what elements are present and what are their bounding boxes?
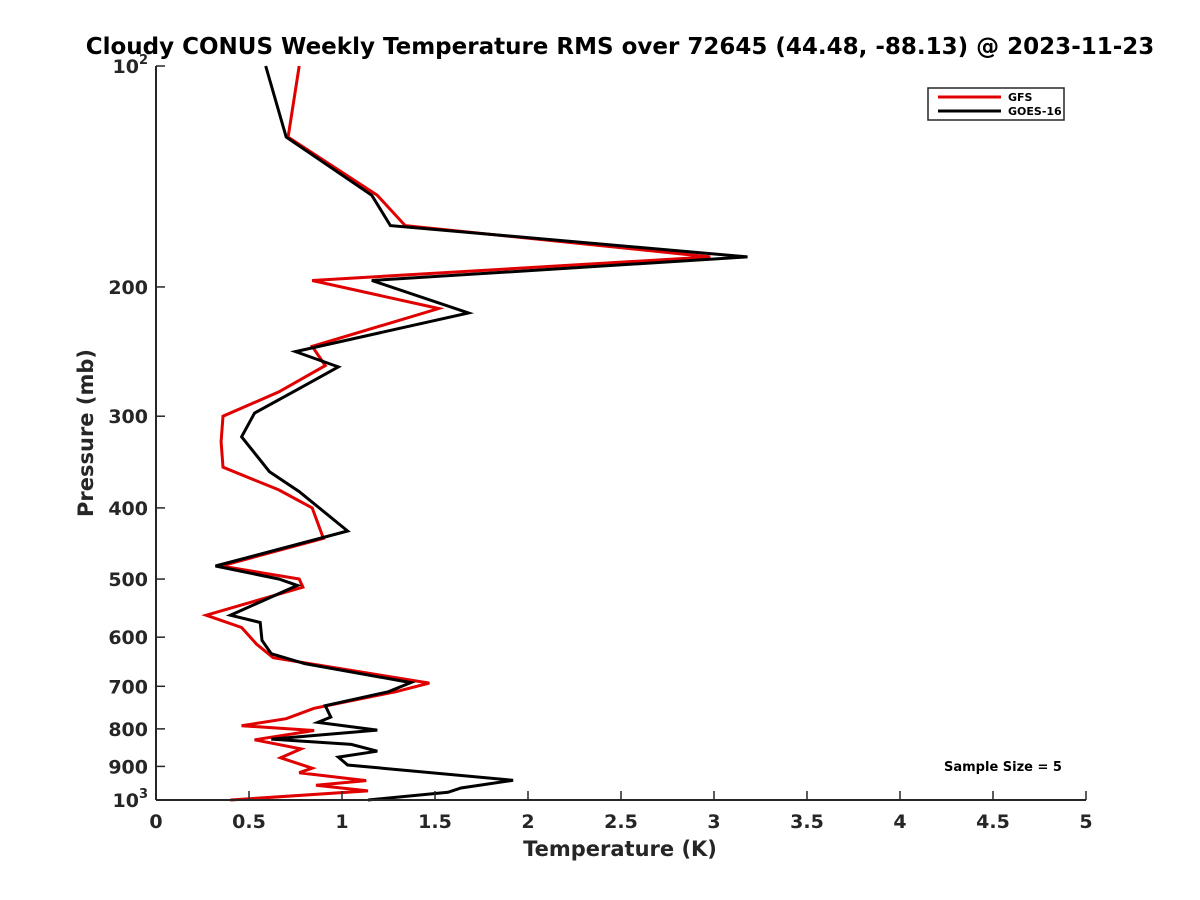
x-tick-label: 3.5: [790, 811, 824, 833]
x-tick-label: 1: [335, 811, 348, 833]
y-tick-label: 700: [108, 676, 148, 698]
x-tick-label: 0: [149, 811, 162, 833]
x-axis-label: Temperature (K): [523, 837, 717, 861]
chart-title: Cloudy CONUS Weekly Temperature RMS over…: [86, 34, 1155, 60]
y-tick-label: 900: [108, 756, 148, 778]
x-ticks: 0 0.5 1 1.5 2 2.5 3 3.5 4 4.5 5: [149, 791, 1093, 833]
x-tick-label: 1.5: [418, 811, 452, 833]
y-axis-label: Pressure (mb): [74, 349, 98, 517]
x-tick-label: 3: [707, 811, 720, 833]
x-tick-label: 4: [893, 811, 906, 833]
y-ticks: 102 200 300 400 500 600 700 800 900 103: [108, 53, 165, 812]
series-line-goes16: [215, 65, 748, 802]
legend-box: [927, 87, 1065, 121]
x-tick-label: 2.5: [604, 811, 638, 833]
x-tick-label: 5: [1079, 811, 1092, 833]
legend-label-goes16: GOES-16: [1008, 105, 1062, 118]
x-tick-label: 2: [521, 811, 534, 833]
y-tick-label: 400: [108, 498, 148, 520]
y-tick-label: 200: [108, 277, 148, 299]
series-line-gfs: [201, 65, 711, 802]
x-tick-label: 4.5: [976, 811, 1010, 833]
y-tick-label: 500: [108, 569, 148, 591]
sample-size-annotation: Sample Size = 5: [944, 760, 1062, 775]
y-tick-label: 800: [108, 719, 148, 741]
x-tick-label: 0.5: [232, 811, 266, 833]
legend: GFS GOES-16: [927, 87, 1065, 121]
y-tick-label: 300: [108, 406, 148, 428]
y-tick-label: 600: [108, 627, 148, 649]
y-tick-label: 102: [113, 53, 149, 78]
series-lines: [201, 65, 748, 802]
legend-label-gfs: GFS: [1008, 91, 1033, 104]
axes: [155, 66, 1086, 801]
y-tick-label: 103: [113, 787, 149, 812]
